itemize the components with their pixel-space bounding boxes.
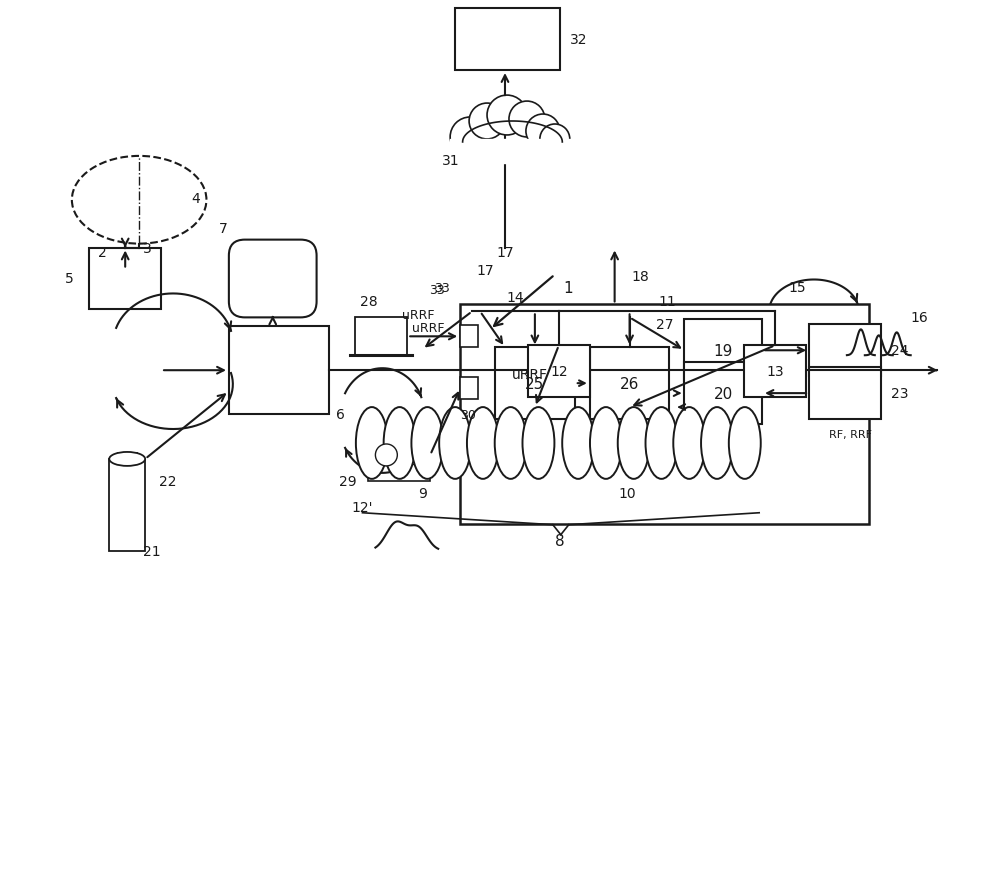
Text: 5: 5 bbox=[65, 272, 73, 286]
Circle shape bbox=[487, 96, 527, 136]
Bar bbox=[460, 378, 478, 400]
Text: 1: 1 bbox=[563, 281, 573, 295]
Ellipse shape bbox=[467, 408, 499, 480]
Text: 27: 27 bbox=[656, 318, 673, 332]
Text: 29: 29 bbox=[339, 474, 356, 488]
Bar bbox=[809, 325, 881, 377]
Text: uRRF: uRRF bbox=[412, 322, 444, 335]
Text: 6: 6 bbox=[336, 408, 344, 421]
Ellipse shape bbox=[646, 408, 677, 480]
Text: 22: 22 bbox=[159, 474, 177, 488]
Text: uRRF: uRRF bbox=[402, 308, 435, 322]
Circle shape bbox=[375, 444, 397, 467]
Ellipse shape bbox=[439, 408, 471, 480]
Ellipse shape bbox=[590, 408, 622, 480]
Text: 33: 33 bbox=[434, 282, 450, 295]
Text: 7: 7 bbox=[219, 222, 228, 235]
Ellipse shape bbox=[384, 408, 416, 480]
Text: 11: 11 bbox=[659, 295, 676, 309]
Bar bbox=[460, 305, 869, 524]
Ellipse shape bbox=[701, 408, 733, 480]
Bar bbox=[528, 346, 590, 398]
Text: 13: 13 bbox=[766, 365, 784, 379]
Text: 14: 14 bbox=[506, 291, 524, 305]
Ellipse shape bbox=[72, 156, 206, 244]
Text: 19: 19 bbox=[714, 343, 733, 358]
Text: 30: 30 bbox=[460, 408, 476, 421]
Text: RF, RRF: RF, RRF bbox=[829, 429, 872, 440]
Text: 23: 23 bbox=[891, 387, 908, 401]
Ellipse shape bbox=[495, 408, 527, 480]
Text: uRRF: uRRF bbox=[512, 368, 548, 381]
Circle shape bbox=[469, 104, 505, 140]
Ellipse shape bbox=[356, 408, 388, 480]
Text: 2: 2 bbox=[98, 245, 106, 259]
Bar bbox=[355, 318, 407, 355]
Bar bbox=[89, 249, 161, 310]
Text: 20: 20 bbox=[714, 386, 733, 401]
Ellipse shape bbox=[411, 408, 443, 480]
Text: 32: 32 bbox=[570, 33, 587, 47]
Circle shape bbox=[526, 115, 560, 149]
Bar bbox=[684, 363, 762, 425]
Text: 25: 25 bbox=[525, 376, 545, 391]
Text: 4: 4 bbox=[192, 191, 200, 206]
Bar bbox=[744, 346, 806, 398]
Text: 8: 8 bbox=[555, 534, 565, 548]
Circle shape bbox=[540, 125, 570, 155]
Text: 17: 17 bbox=[476, 263, 494, 277]
Bar bbox=[455, 10, 560, 71]
Bar bbox=[809, 368, 881, 420]
Circle shape bbox=[450, 118, 490, 157]
Text: 28: 28 bbox=[360, 295, 378, 309]
Text: 21: 21 bbox=[143, 544, 161, 558]
Text: 12: 12 bbox=[550, 365, 568, 379]
Text: 26: 26 bbox=[620, 376, 639, 391]
Text: 31: 31 bbox=[442, 154, 460, 168]
Text: 12': 12' bbox=[352, 501, 373, 514]
Text: 15: 15 bbox=[788, 282, 806, 295]
Bar bbox=[229, 327, 329, 415]
Ellipse shape bbox=[109, 453, 145, 467]
Text: 3: 3 bbox=[143, 242, 152, 255]
Bar bbox=[684, 320, 762, 381]
Bar bbox=[109, 460, 145, 551]
Text: 10: 10 bbox=[619, 487, 636, 501]
Ellipse shape bbox=[729, 408, 761, 480]
Circle shape bbox=[509, 102, 545, 138]
Bar bbox=[368, 429, 430, 481]
Bar bbox=[495, 348, 575, 420]
Text: 17: 17 bbox=[496, 245, 514, 259]
Ellipse shape bbox=[618, 408, 650, 480]
Ellipse shape bbox=[562, 408, 594, 480]
Ellipse shape bbox=[673, 408, 705, 480]
Bar bbox=[460, 326, 478, 348]
Ellipse shape bbox=[522, 408, 554, 480]
Text: 24: 24 bbox=[891, 344, 908, 358]
FancyBboxPatch shape bbox=[229, 241, 317, 318]
Text: 16: 16 bbox=[911, 311, 928, 325]
Text: 18: 18 bbox=[632, 269, 649, 283]
Text: 9: 9 bbox=[418, 487, 427, 501]
Text: 33: 33 bbox=[429, 283, 445, 296]
Bar bbox=[590, 348, 669, 420]
